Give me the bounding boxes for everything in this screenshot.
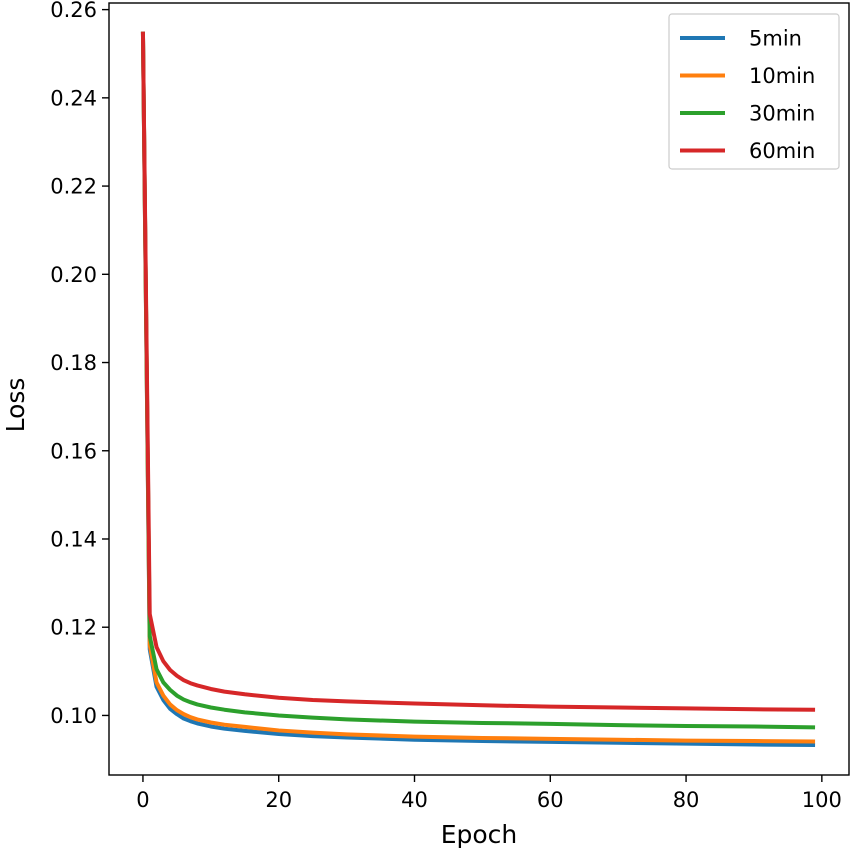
y-tick-label: 0.18 <box>50 351 97 375</box>
y-tick-label: 0.22 <box>50 175 97 199</box>
legend-label-60min: 60min <box>749 139 815 163</box>
y-tick-label: 0.14 <box>50 527 97 551</box>
series-layer <box>140 31 816 747</box>
legend-label-30min: 30min <box>749 102 815 126</box>
legend: 5min 10min 30min 60min <box>668 13 840 170</box>
y-tick-label: 0.24 <box>50 86 97 110</box>
y-tick-label: 0.20 <box>50 263 97 287</box>
y-tick-label: 0.12 <box>50 616 97 640</box>
y-tick-label: 0.26 <box>50 0 97 22</box>
y-axis-label: Loss <box>1 378 30 433</box>
plot-frame <box>108 2 850 776</box>
x-axis: 0 20 40 60 80 100 <box>136 775 842 812</box>
x-tick-label: 100 <box>802 788 842 812</box>
series-line-10min <box>140 31 816 744</box>
legend-label-5min: 5min <box>749 27 802 51</box>
x-tick-label: 0 <box>136 788 149 812</box>
series-line-30min <box>140 31 816 730</box>
y-tick-label: 0.16 <box>50 439 97 463</box>
legend-label-10min: 10min <box>749 64 815 88</box>
x-tick-label: 40 <box>401 788 428 812</box>
x-tick-label: 20 <box>265 788 292 812</box>
x-axis-label: Epoch <box>441 820 518 849</box>
y-axis: 0.10 0.12 0.14 0.16 0.18 0.20 0.22 0.24 0.26 <box>50 0 109 728</box>
x-tick-label: 80 <box>673 788 700 812</box>
series-line-60min <box>140 31 816 712</box>
legend-box <box>668 13 840 170</box>
x-tick-label: 60 <box>537 788 564 812</box>
series-line-5min <box>140 31 816 747</box>
y-tick-label: 0.10 <box>50 704 97 728</box>
